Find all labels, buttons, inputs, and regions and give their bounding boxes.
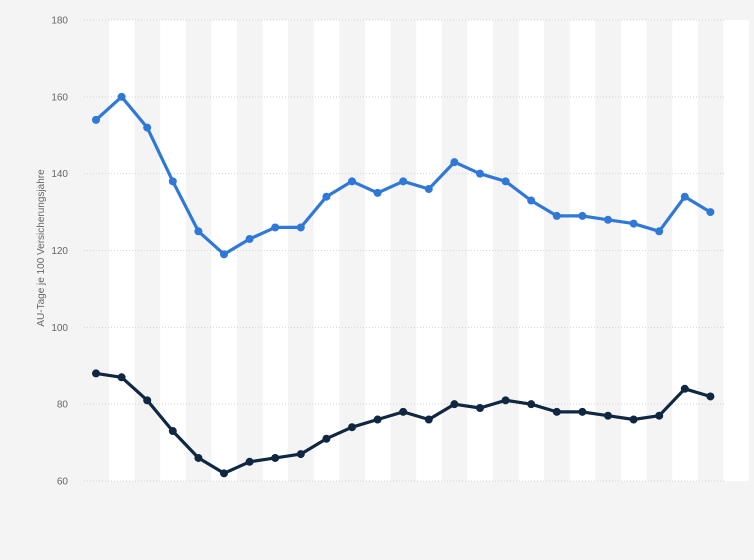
category-band [493,20,519,481]
category-band [313,20,340,481]
category-band [441,20,468,481]
data-point[interactable] [194,453,203,462]
data-point[interactable] [706,392,715,401]
data-point[interactable] [424,415,433,424]
data-point[interactable] [680,192,689,201]
data-point[interactable] [476,169,484,178]
data-point[interactable] [220,250,228,259]
data-point[interactable] [501,177,510,186]
data-point[interactable] [117,92,126,101]
data-point[interactable] [501,396,510,405]
data-point[interactable] [552,211,561,220]
y-tick-label: 140 [51,169,68,180]
category-band [160,20,186,481]
data-point[interactable] [655,227,664,236]
data-point[interactable] [143,396,152,405]
data-point[interactable] [629,415,638,424]
data-point[interactable] [194,227,203,236]
data-point[interactable] [220,469,228,478]
data-point[interactable] [117,373,126,382]
category-band [697,20,724,481]
data-point[interactable] [399,177,408,186]
data-point[interactable] [578,407,587,416]
data-point[interactable] [348,423,356,432]
category-band [595,20,621,481]
category-band [339,20,365,481]
y-tick-label: 160 [51,92,68,103]
data-point[interactable] [245,457,254,466]
data-point[interactable] [92,115,100,124]
data-point[interactable] [271,223,280,232]
data-point[interactable] [373,188,382,197]
data-point[interactable] [168,177,177,186]
data-point[interactable] [476,404,484,413]
category-band [646,20,673,481]
data-point[interactable] [322,434,331,443]
data-point[interactable] [604,215,612,224]
category-band [723,20,749,481]
data-point[interactable] [706,208,715,217]
data-point[interactable] [552,407,561,416]
data-point[interactable] [373,415,382,424]
data-point[interactable] [245,234,254,243]
data-point[interactable] [92,369,100,378]
data-point[interactable] [348,177,356,186]
data-point[interactable] [322,192,331,201]
data-point[interactable] [143,123,152,132]
data-point[interactable] [527,196,536,205]
data-point[interactable] [168,427,177,436]
y-tick-label: 180 [51,16,68,27]
data-point[interactable] [271,453,280,462]
data-point[interactable] [604,411,612,420]
category-band [365,20,391,481]
data-point[interactable] [527,400,536,409]
y-tick-label: 100 [51,323,68,334]
data-point[interactable] [680,384,689,393]
y-tick-label: 60 [57,477,69,488]
data-point[interactable] [450,400,459,409]
category-band [109,20,135,481]
data-point[interactable] [399,407,408,416]
y-tick-label: 80 [57,400,69,411]
data-point[interactable] [296,450,305,459]
y-tick-label: 120 [51,246,68,257]
y-axis-ticks: 60 80 100 120 140 160 180 [51,16,68,488]
data-point[interactable] [578,211,587,220]
data-point[interactable] [629,219,638,228]
series-group [92,92,715,478]
category-band [544,20,570,481]
y-axis-label: AU-Tage je 100 Versicherungsjahre [36,169,47,327]
category-band [262,20,289,481]
data-point[interactable] [424,185,433,194]
data-point[interactable] [450,158,459,167]
data-point[interactable] [655,411,664,420]
data-point[interactable] [296,223,305,232]
